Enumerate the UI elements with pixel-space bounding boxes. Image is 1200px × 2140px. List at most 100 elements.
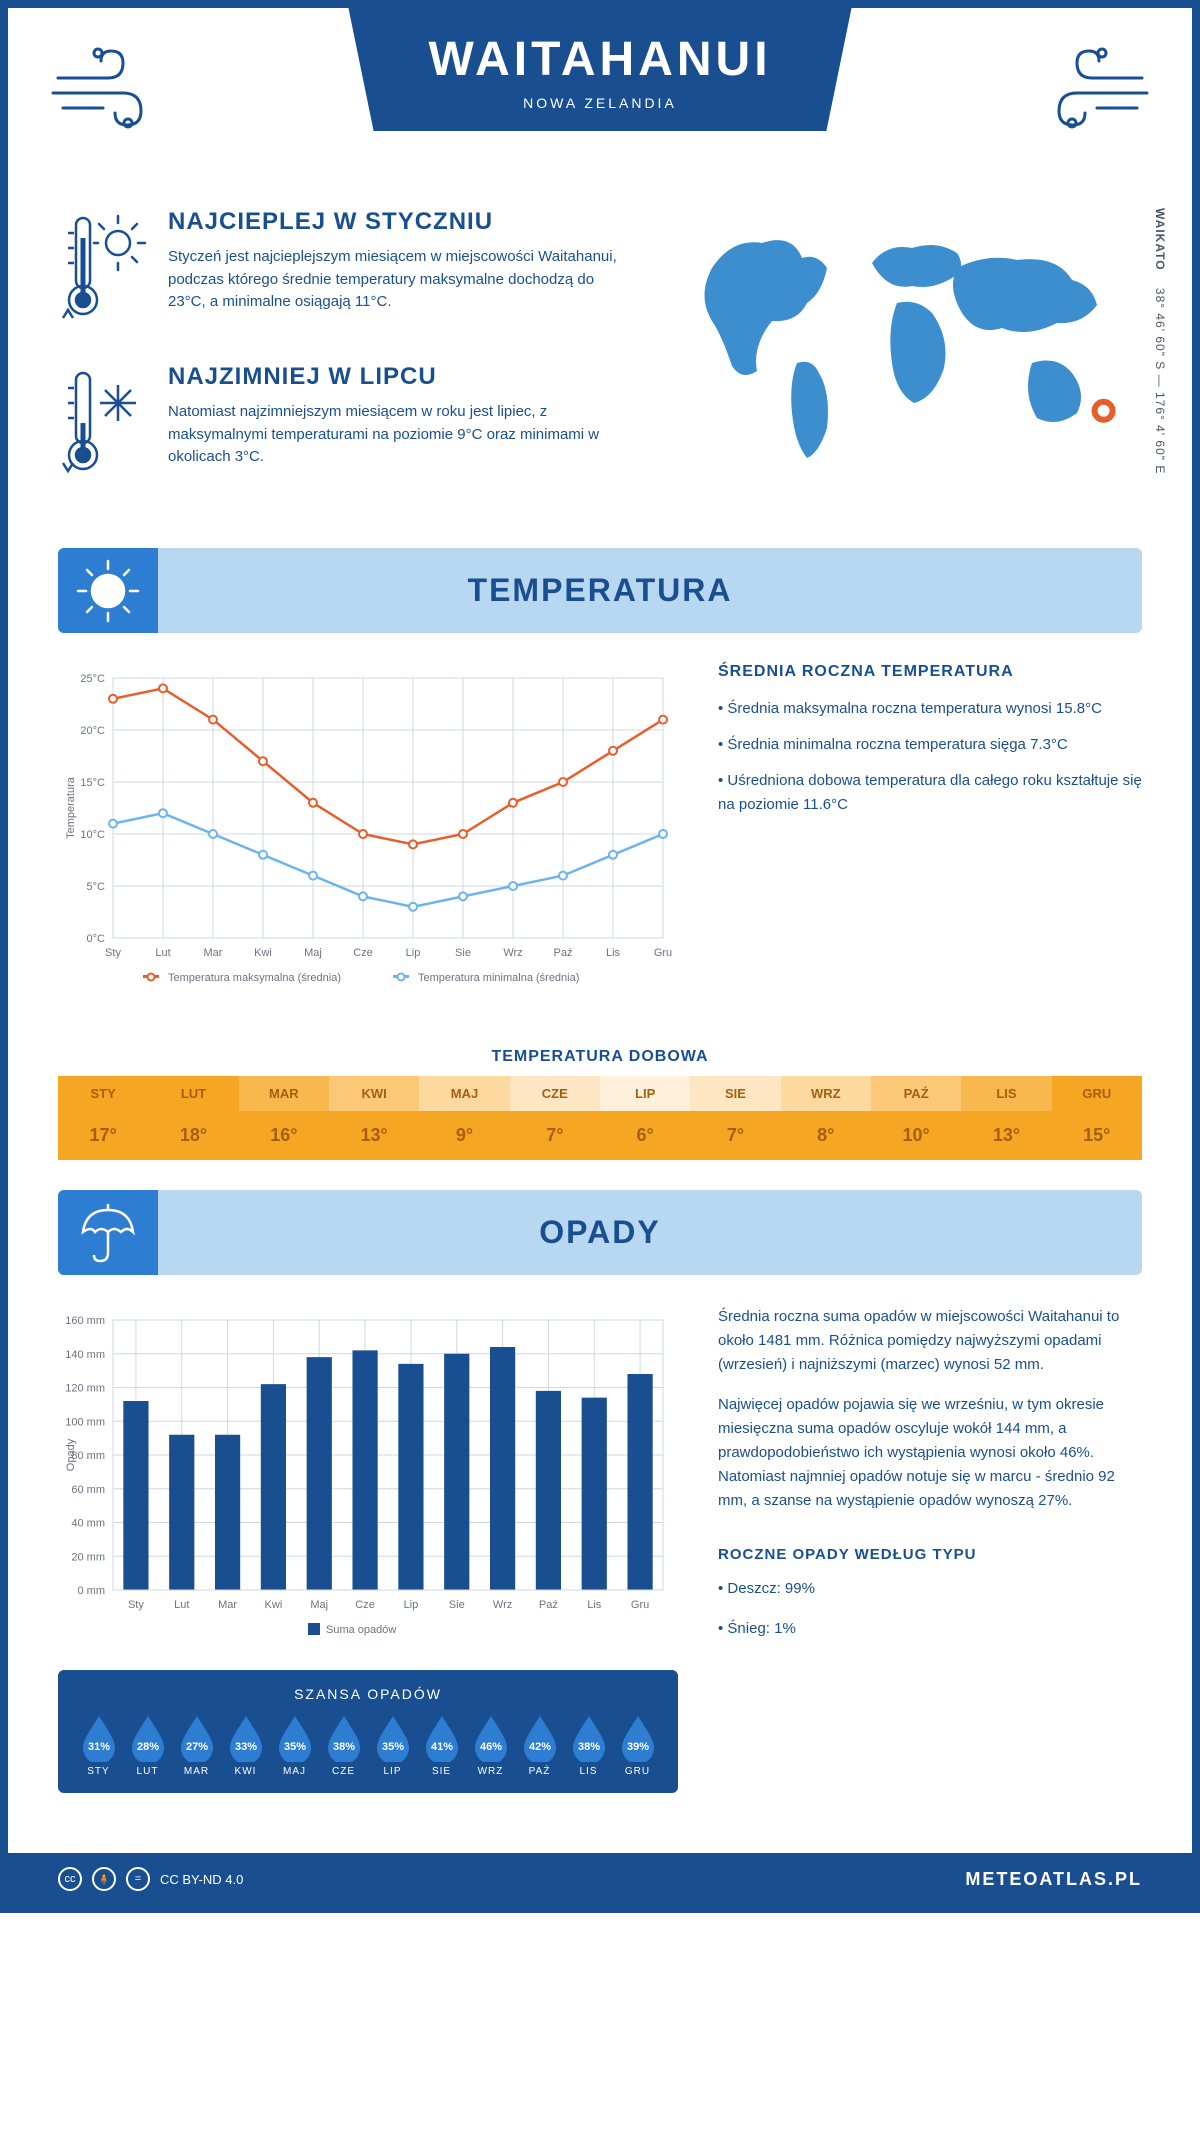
section-header-precipitation: OPADY — [58, 1190, 1142, 1275]
nd-icon: = — [126, 1867, 150, 1891]
daily-month-label: GRU — [1052, 1076, 1142, 1111]
fact-cold: NAJZIMNIEJ W LIPCU Natomiast najzimniejs… — [58, 363, 622, 488]
svg-text:Kwi: Kwi — [265, 1599, 283, 1611]
svg-text:Kwi: Kwi — [254, 947, 272, 959]
daily-temp-value: 9° — [419, 1111, 509, 1160]
daily-temp-value: 16° — [239, 1111, 329, 1160]
chance-month: PAŹ — [515, 1766, 564, 1777]
svg-text:Lis: Lis — [606, 947, 621, 959]
daily-temp-value: 17° — [58, 1111, 148, 1160]
svg-text:Sty: Sty — [128, 1599, 144, 1611]
chance-item: 38% LIS — [564, 1714, 613, 1777]
svg-text:25°C: 25°C — [80, 673, 105, 685]
precip-type-snow: • Śnieg: 1% — [718, 1617, 1142, 1641]
svg-text:Temperatura minimalna (średnia: Temperatura minimalna (średnia) — [418, 972, 579, 984]
world-map: WAIKATO 38° 46' 60" S — 176° 4' 60" E — [662, 208, 1142, 518]
daily-temp-col: LUT18° — [148, 1076, 238, 1160]
drop-icon: 38% — [324, 1714, 364, 1762]
svg-text:40 mm: 40 mm — [71, 1518, 105, 1530]
temp-side-p3: • Uśredniona dobowa temperatura dla całe… — [718, 769, 1142, 817]
daily-temp-value: 7° — [690, 1111, 780, 1160]
chance-item: 33%KWI — [221, 1714, 270, 1777]
fact-cold-body: Natomiast najzimniejszym miesiącem w rok… — [168, 401, 622, 469]
chance-item: 27% MAR — [172, 1714, 221, 1777]
svg-text:Mar: Mar — [204, 947, 223, 959]
fact-warm: NAJCIEPLEJ W STYCZNIU Styczeń jest najci… — [58, 208, 622, 333]
svg-text:Cze: Cze — [353, 947, 373, 959]
drop-icon: 27% — [177, 1714, 217, 1762]
svg-text:120 mm: 120 mm — [65, 1383, 105, 1395]
svg-text:0°C: 0°C — [87, 933, 106, 945]
wind-icon — [1022, 38, 1152, 143]
wind-icon — [48, 38, 178, 143]
section-title: TEMPERATURA — [468, 572, 733, 608]
svg-text:Sie: Sie — [455, 947, 471, 959]
drop-icon: 33% — [226, 1714, 266, 1762]
fact-warm-body: Styczeń jest najcieplejszym miesiącem w … — [168, 246, 622, 314]
chance-month: SIE — [417, 1766, 466, 1777]
drop-icon: 41% — [422, 1714, 462, 1762]
footer: cc 🧍 = CC BY-ND 4.0 METEOATLAS.PL — [8, 1853, 1192, 1905]
precipitation-chance-box: SZANSA OPADÓW 31% STY28%LUT 27% MAR33%KWI 35… — [58, 1670, 678, 1793]
daily-temp-col: KWI13° — [329, 1076, 419, 1160]
chance-item: 38%CZE — [319, 1714, 368, 1777]
svg-text:Wrz: Wrz — [503, 947, 522, 959]
fact-warm-title: NAJCIEPLEJ W STYCZNIU — [168, 208, 622, 236]
temperature-chart: 0°C5°C10°C15°C20°C25°CStyLutMarKwiMajCze… — [58, 663, 678, 998]
fact-cold-title: NAJZIMNIEJ W LIPCU — [168, 363, 622, 391]
daily-month-label: STY — [58, 1076, 148, 1111]
precip-type-rain: • Deszcz: 99% — [718, 1577, 1142, 1601]
svg-text:38%: 38% — [577, 1741, 599, 1753]
section-header-temperature: TEMPERATURA — [58, 548, 1142, 633]
svg-text:Lip: Lip — [406, 947, 421, 959]
chance-month: LIP — [368, 1766, 417, 1777]
section-title: OPADY — [539, 1214, 660, 1250]
svg-text:Sty: Sty — [105, 947, 121, 959]
chance-item: 28%LUT — [123, 1714, 172, 1777]
drop-icon: 42% — [520, 1714, 560, 1762]
temperature-summary: ŚREDNIA ROCZNA TEMPERATURA • Średnia mak… — [718, 663, 1142, 998]
svg-text:Sie: Sie — [449, 1599, 465, 1611]
svg-text:0 mm: 0 mm — [78, 1585, 106, 1597]
svg-text:Maj: Maj — [310, 1599, 328, 1611]
svg-text:Lut: Lut — [155, 947, 170, 959]
chance-item: 31% STY — [74, 1714, 123, 1777]
svg-text:Wrz: Wrz — [493, 1599, 512, 1611]
svg-text:42%: 42% — [528, 1741, 550, 1753]
thermometer-snow-icon — [58, 363, 148, 488]
svg-text:Temperatura maksymalna (średni: Temperatura maksymalna (średnia) — [168, 972, 341, 984]
svg-text:41%: 41% — [430, 1741, 452, 1753]
precipitation-summary: Średnia roczna suma opadów w miejscowośc… — [718, 1305, 1142, 1793]
temp-side-p2: • Średnia minimalna roczna temperatura s… — [718, 733, 1142, 757]
chance-month: GRU — [613, 1766, 662, 1777]
svg-text:46%: 46% — [479, 1741, 501, 1753]
chance-month: MAR — [172, 1766, 221, 1777]
chance-month: STY — [74, 1766, 123, 1777]
svg-text:Mar: Mar — [218, 1599, 237, 1611]
chance-title: SZANSA OPADÓW — [74, 1686, 662, 1702]
header: WAITAHANUI NOWA ZELANDIA — [8, 8, 1192, 208]
chance-month: LIS — [564, 1766, 613, 1777]
daily-temp-value: 18° — [148, 1111, 238, 1160]
daily-temp-value: 7° — [510, 1111, 600, 1160]
svg-text:35%: 35% — [283, 1741, 305, 1753]
svg-text:Cze: Cze — [355, 1599, 375, 1611]
brand: METEOATLAS.PL — [965, 1869, 1142, 1890]
coordinates: WAIKATO 38° 46' 60" S — 176° 4' 60" E — [1153, 208, 1167, 474]
temp-side-title: ŚREDNIA ROCZNA TEMPERATURA — [718, 663, 1142, 681]
precipitation-chart: 0 mm20 mm40 mm60 mm80 mm100 mm120 mm140 … — [58, 1305, 678, 1793]
svg-text:10°C: 10°C — [80, 829, 105, 841]
drop-icon: 35% — [275, 1714, 315, 1762]
daily-temp-value: 15° — [1052, 1111, 1142, 1160]
svg-text:38%: 38% — [332, 1741, 354, 1753]
daily-temp-value: 6° — [600, 1111, 690, 1160]
svg-text:60 mm: 60 mm — [71, 1484, 105, 1496]
svg-text:100 mm: 100 mm — [65, 1416, 105, 1428]
svg-text:31%: 31% — [87, 1741, 109, 1753]
daily-month-label: CZE — [510, 1076, 600, 1111]
daily-temp-value: 8° — [781, 1111, 871, 1160]
by-icon: 🧍 — [92, 1867, 116, 1891]
chance-month: MAJ — [270, 1766, 319, 1777]
svg-text:160 mm: 160 mm — [65, 1315, 105, 1327]
svg-text:27%: 27% — [185, 1741, 207, 1753]
